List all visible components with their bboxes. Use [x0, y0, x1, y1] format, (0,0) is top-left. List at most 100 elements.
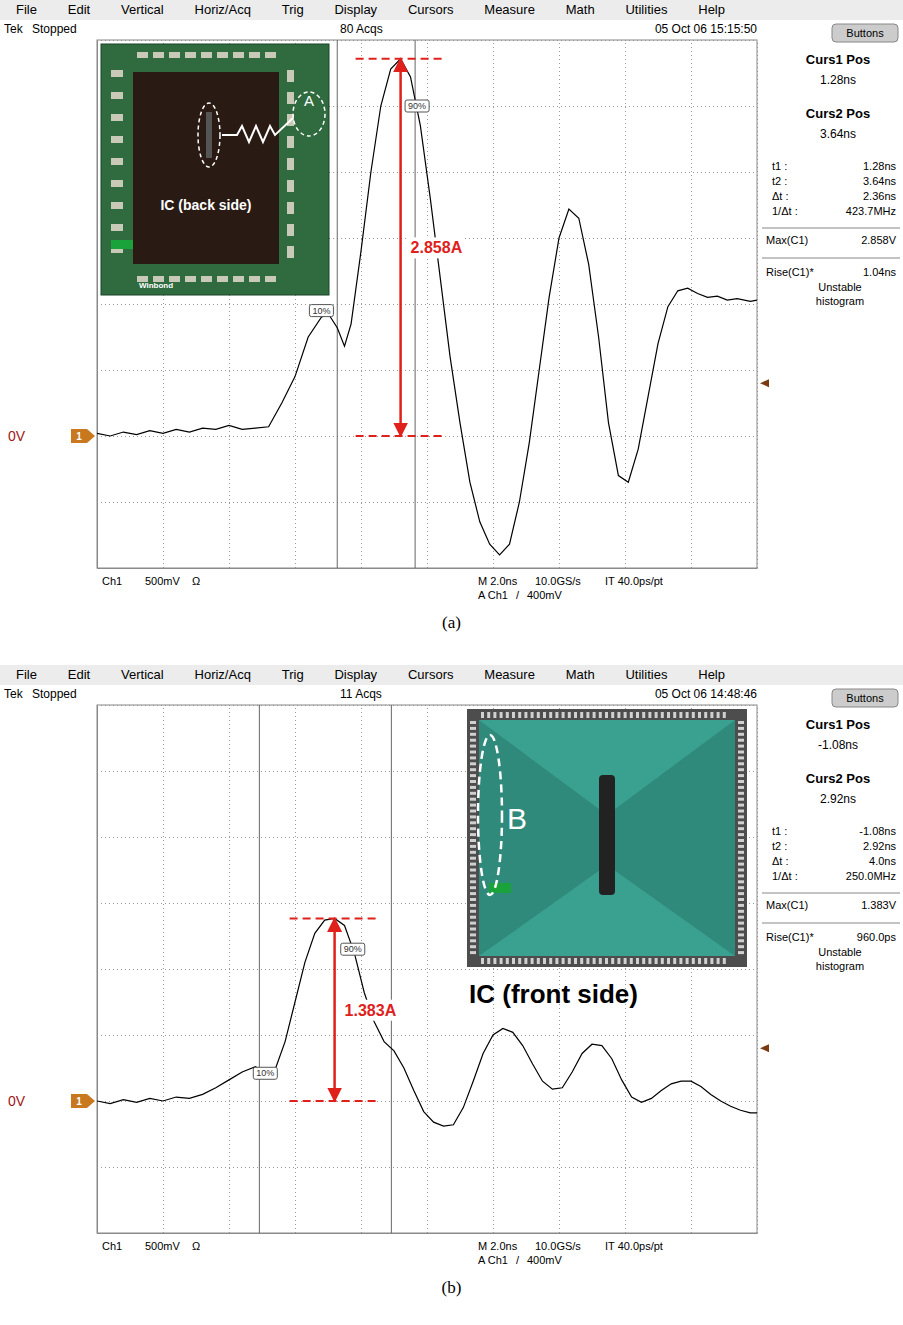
grid-line	[493, 40, 494, 568]
inset: BIC (front side)	[467, 709, 747, 1009]
grid-line	[427, 705, 428, 1233]
pin	[738, 839, 744, 842]
pin	[738, 721, 744, 724]
x-tick	[361, 40, 362, 568]
pin	[470, 751, 476, 754]
resolution: IT 40.0ps/pt	[605, 575, 663, 587]
x-tick	[427, 40, 428, 568]
pin	[518, 712, 521, 718]
menu-item: Utilities	[625, 2, 667, 17]
menu-item: File	[16, 667, 37, 682]
readout-label: t2 :	[772, 840, 787, 852]
readout-value: 4.0ns	[869, 855, 896, 867]
cursor-position: 1.28ns	[820, 73, 856, 87]
pin	[738, 756, 744, 759]
measurement-note: Unstable	[818, 946, 861, 958]
x-tick	[295, 705, 296, 1233]
pin	[738, 928, 744, 931]
peak-annotation: 2.858A	[356, 59, 465, 436]
panel: FileEditVerticalHoriz/AcqTrigDisplayCurs…	[0, 665, 903, 1297]
pin	[617, 712, 620, 718]
pin	[717, 712, 720, 718]
pin	[655, 958, 658, 964]
cursor-title: Curs2 Pos	[806, 106, 870, 121]
pin	[630, 712, 633, 718]
brand: Tek	[4, 687, 24, 701]
pad	[153, 52, 164, 58]
x-tick	[427, 705, 428, 1233]
pin	[487, 958, 490, 964]
menu-item: Display	[334, 667, 377, 682]
pin	[470, 886, 476, 889]
pin	[574, 958, 577, 964]
pin	[470, 945, 476, 948]
pin	[562, 958, 565, 964]
menu-item: Cursors	[408, 667, 454, 682]
pin	[549, 712, 552, 718]
pin	[481, 712, 484, 718]
edge-markers: 10%90%	[253, 943, 364, 1079]
readout-label: 1/Δt :	[772, 870, 798, 882]
inset-label: A	[304, 92, 314, 109]
separator	[762, 923, 900, 924]
grid-line	[691, 40, 692, 568]
pin	[661, 712, 664, 718]
trigger-level-label: 400mV	[527, 589, 563, 601]
x-tick	[625, 40, 626, 568]
label-background	[409, 237, 465, 258]
menu-item: Horiz/Acq	[195, 2, 251, 17]
label-background	[343, 1000, 399, 1021]
pin	[518, 958, 521, 964]
pad	[287, 158, 294, 170]
pin	[537, 958, 540, 964]
pin	[470, 904, 476, 907]
cursor-line	[259, 705, 260, 1233]
menu-item: Math	[566, 667, 595, 682]
pin	[470, 851, 476, 854]
coupling: Ω	[192, 1240, 200, 1252]
pin	[470, 774, 476, 777]
pin	[470, 768, 476, 771]
pin	[738, 916, 744, 919]
y-tick	[97, 502, 757, 503]
pin	[738, 880, 744, 883]
pin	[738, 821, 744, 824]
pin	[470, 762, 476, 765]
pin	[580, 712, 583, 718]
pin	[470, 845, 476, 848]
pad	[185, 52, 196, 58]
measurement-note: Unstable	[818, 281, 861, 293]
pin	[642, 712, 645, 718]
pin	[470, 951, 476, 954]
pin	[512, 712, 515, 718]
volts-per-div: 500mV	[145, 1240, 181, 1252]
pad	[233, 276, 244, 282]
grid-line	[295, 705, 296, 1233]
pin	[738, 804, 744, 807]
pad	[287, 180, 294, 192]
pin	[738, 792, 744, 795]
figure: FileEditVerticalHoriz/AcqTrigDisplayCurs…	[0, 0, 903, 1325]
pin	[710, 958, 713, 964]
pin	[470, 827, 476, 830]
pin	[679, 712, 682, 718]
trigger-slope: /	[516, 589, 520, 601]
pin	[500, 712, 503, 718]
edge-marker-box	[309, 305, 333, 317]
trigger-source: A Ch1	[478, 589, 508, 601]
pin	[605, 958, 608, 964]
menu-item: Cursors	[408, 2, 454, 17]
trigger-source: A Ch1	[478, 1254, 508, 1266]
pin	[470, 869, 476, 872]
pin	[470, 833, 476, 836]
readout-label: t1 :	[772, 825, 787, 837]
channel: Ch1	[102, 1240, 122, 1252]
coupling: Ω	[192, 575, 200, 587]
pin	[673, 958, 676, 964]
pin	[543, 712, 546, 718]
pin	[537, 712, 540, 718]
measurement-label: Rise(C1)*	[766, 266, 814, 278]
ground-label: 0V	[8, 428, 26, 444]
pin	[738, 851, 744, 854]
measurement-value: 2.858V	[861, 234, 897, 246]
